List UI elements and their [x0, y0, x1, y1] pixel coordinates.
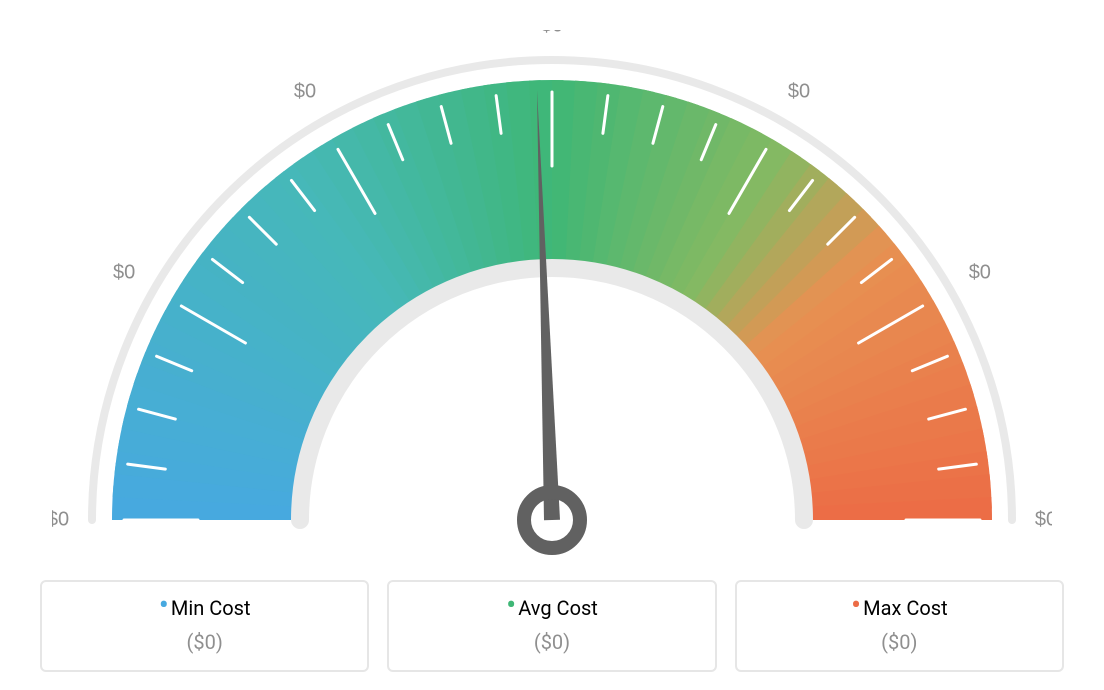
svg-text:$0: $0	[52, 508, 69, 530]
legend-title-min: • Min Cost	[159, 596, 251, 620]
legend-card-max: • Max Cost ($0)	[735, 580, 1064, 672]
legend-row: • Min Cost ($0) • Avg Cost ($0) • Max Co…	[40, 580, 1064, 672]
legend-value-min: ($0)	[42, 630, 367, 654]
svg-text:$0: $0	[788, 80, 810, 102]
legend-value-max: ($0)	[737, 630, 1062, 654]
legend-title-avg: • Avg Cost	[506, 596, 598, 620]
legend-card-min: • Min Cost ($0)	[40, 580, 369, 672]
legend-title-max: • Max Cost	[851, 596, 948, 620]
legend-card-avg: • Avg Cost ($0)	[387, 580, 716, 672]
legend-label-avg: Avg Cost	[518, 596, 598, 620]
gauge-svg: $0 $0 $0 $0 $0 $0 $0	[52, 30, 1052, 560]
svg-text:$0: $0	[294, 80, 316, 102]
legend-label-max: Max Cost	[863, 596, 948, 620]
gauge-chart: $0 $0 $0 $0 $0 $0 $0	[0, 0, 1104, 560]
legend-value-avg: ($0)	[389, 630, 714, 654]
svg-text:$0: $0	[113, 261, 135, 283]
svg-text:$0: $0	[969, 261, 991, 283]
svg-text:$0: $0	[541, 30, 563, 36]
legend-label-min: Min Cost	[171, 596, 251, 620]
svg-text:$0: $0	[1035, 508, 1052, 530]
